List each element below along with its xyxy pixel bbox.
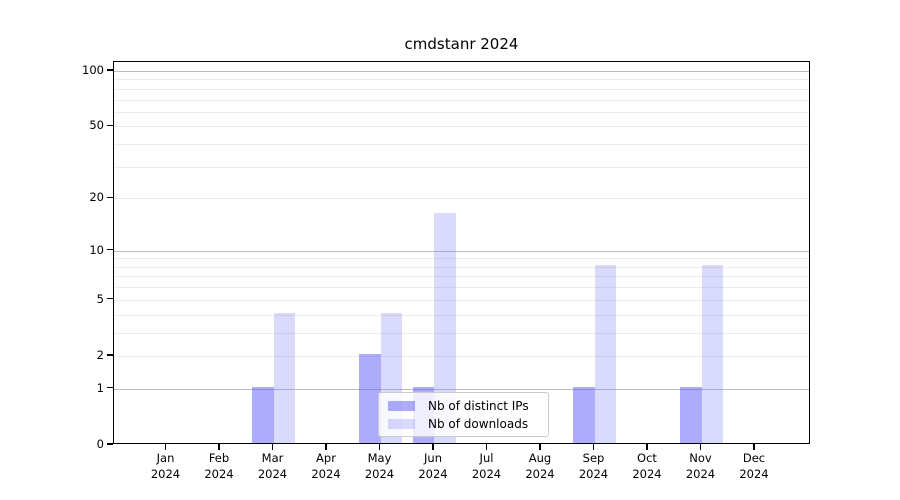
y-axis-tick-label: 0 — [96, 437, 104, 451]
x-axis-tick — [271, 444, 274, 450]
legend-label-downloads: Nb of downloads — [428, 416, 529, 431]
gridline-major — [114, 250, 809, 252]
gridline-minor — [114, 258, 809, 260]
x-axis-tick-label: Nov 2024 — [685, 451, 716, 481]
x-axis-tick-label: Jul 2024 — [471, 451, 502, 481]
y-axis-tick-label: 50 — [89, 118, 104, 133]
y-axis-tick — [107, 249, 113, 251]
x-axis-tick — [164, 444, 167, 450]
gridline-major — [114, 388, 809, 390]
legend-swatch-downloads — [388, 418, 415, 429]
gridline-minor — [114, 276, 809, 278]
y-axis-tick-label: 100 — [82, 63, 104, 77]
x-axis-tick-label: Jun 2024 — [418, 451, 448, 481]
gridline-minor — [114, 299, 809, 301]
y-axis-tick — [107, 69, 113, 71]
gridline-minor — [114, 266, 809, 268]
x-axis-tick — [485, 444, 488, 450]
x-axis-tick-label: Apr 2024 — [311, 451, 341, 481]
bar-distinct-ips — [573, 386, 595, 443]
y-axis-tick-label: 5 — [96, 291, 104, 306]
gridline-minor — [114, 332, 809, 334]
x-axis-tick — [699, 444, 702, 450]
plot-area: Nb of distinct IPs Nb of downloads — [113, 61, 810, 444]
bar-downloads — [594, 264, 616, 443]
bar-downloads — [701, 264, 723, 443]
legend: Nb of distinct IPs Nb of downloads — [378, 392, 549, 437]
y-axis-tick — [107, 354, 113, 356]
y-axis-tick — [107, 443, 113, 445]
x-axis-tick-label: Oct 2024 — [632, 451, 662, 481]
x-axis-tick — [539, 444, 541, 450]
x-axis-tick-label: Mar 2024 — [257, 451, 288, 481]
y-axis-tick-label: 1 — [96, 380, 104, 395]
bar-downloads — [273, 312, 295, 443]
y-axis-tick-label: 2 — [96, 347, 104, 362]
x-axis-tick-label: Dec 2024 — [739, 451, 769, 481]
gridline-minor — [114, 126, 809, 128]
gridline-minor — [114, 355, 809, 357]
legend-item-distinct-ips: Nb of distinct IPs — [388, 399, 539, 413]
legend-item-downloads: Nb of downloads — [388, 417, 539, 431]
gridline-major — [114, 71, 809, 72]
x-axis-tick — [753, 444, 755, 450]
y-axis-tick — [107, 298, 113, 300]
x-axis-tick-label: Aug 2024 — [525, 451, 555, 481]
x-axis-tick-label: Feb 2024 — [204, 451, 234, 481]
bar-distinct-ips — [680, 386, 702, 443]
x-axis-tick — [325, 444, 327, 450]
gridlines — [114, 62, 809, 443]
gridline-minor — [114, 111, 809, 113]
gridline-minor — [114, 198, 809, 200]
bar-series — [114, 62, 809, 443]
x-axis-tick — [432, 444, 434, 450]
x-axis-tick — [592, 444, 595, 450]
bar-distinct-ips — [252, 386, 274, 443]
x-axis-tick — [646, 444, 648, 450]
bar-distinct-ips — [359, 353, 381, 443]
bar-downloads — [434, 213, 456, 443]
gridline-minor — [114, 88, 809, 90]
gridline-minor — [114, 314, 809, 316]
x-axis-tick-label: Sep 2024 — [578, 451, 609, 481]
y-axis-tick — [107, 124, 113, 126]
y-axis-tick-label: 10 — [89, 242, 104, 257]
gridline-minor — [114, 99, 809, 101]
gridline-minor — [114, 144, 809, 146]
gridline-minor — [114, 166, 809, 168]
chart-title: cmdstanr 2024 — [404, 35, 519, 53]
x-axis-tick-label: Jan 2024 — [150, 451, 181, 481]
legend-swatch-distinct-ips — [388, 400, 415, 411]
legend-label-distinct-ips: Nb of distinct IPs — [428, 398, 529, 413]
y-axis-tick-label: 20 — [89, 190, 104, 205]
x-axis-tick — [218, 444, 220, 450]
x-axis-tick — [378, 444, 381, 450]
gridline-minor — [114, 287, 809, 289]
y-axis-tick — [107, 196, 113, 198]
gridline-minor — [114, 79, 809, 81]
x-axis-tick-label: May 2024 — [364, 451, 395, 481]
y-axis-tick — [107, 387, 113, 389]
